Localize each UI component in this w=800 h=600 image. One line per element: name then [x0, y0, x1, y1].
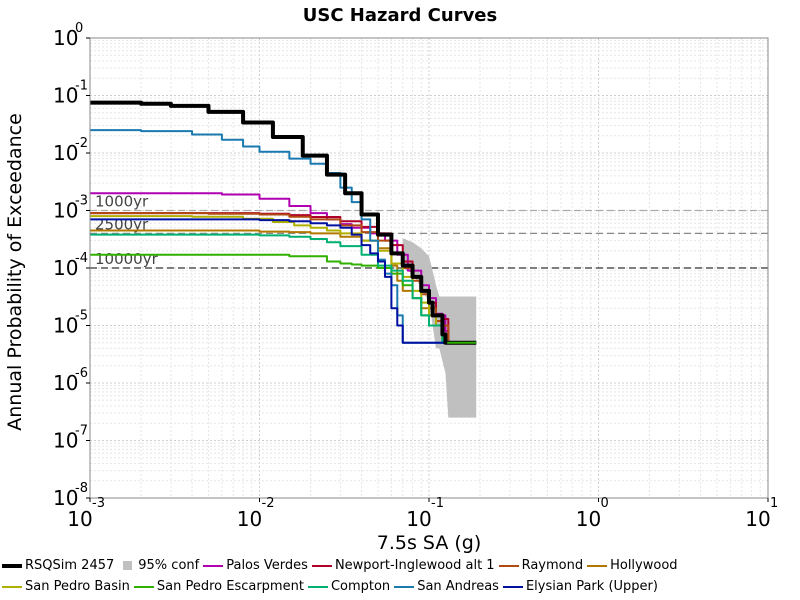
- legend-label: Elysian Park (Upper): [525, 579, 658, 594]
- legend-item: Raymond: [498, 558, 584, 573]
- legend-item: San Pedro Escarpment: [133, 579, 304, 594]
- series-line: [90, 100, 477, 345]
- legend-label: Newport-Inglewood alt 1: [334, 558, 495, 573]
- y-tick-exponent: -1: [75, 79, 88, 94]
- y-tick-label: 10: [53, 486, 78, 510]
- legend-item: Newport-Inglewood alt 1: [311, 558, 495, 573]
- legend-item: Hollywood: [587, 558, 678, 573]
- legend-swatch: [587, 564, 608, 567]
- y-tick-exponent: -2: [75, 136, 88, 151]
- y-tick-exponent: -7: [75, 424, 88, 439]
- y-tick-label: 10: [53, 371, 78, 395]
- legend-swatch: [133, 585, 154, 588]
- reference-label: 1000yr: [95, 193, 149, 211]
- legend-item: 95% conf: [118, 558, 199, 573]
- legend-label: RSQSim 2457: [25, 558, 115, 573]
- y-tick-label: 10: [53, 314, 78, 338]
- series-line: [90, 218, 477, 344]
- y-tick-exponent: -6: [75, 366, 88, 381]
- series-line: [90, 233, 477, 344]
- legend-swatch: [394, 585, 415, 588]
- legend-label: San Andreas: [417, 579, 499, 594]
- y-tick-exponent: -3: [75, 194, 88, 209]
- x-tick-label: 10: [576, 507, 601, 531]
- legend-swatch: [498, 564, 519, 567]
- legend-label: Palos Verdes: [226, 558, 308, 573]
- y-tick-exponent: -4: [75, 251, 88, 266]
- legend-item: San Pedro Basin: [2, 579, 130, 594]
- x-tick-exponent: -1: [431, 496, 444, 511]
- legend-item: Palos Verdes: [203, 558, 308, 573]
- series-lines: [90, 100, 477, 345]
- legend-row: San Pedro Basin San Pedro Escarpment Compt…: [0, 576, 800, 597]
- x-tick-exponent: -3: [92, 496, 105, 511]
- y-tick-exponent: -5: [75, 309, 88, 324]
- legend-label: Compton: [330, 579, 391, 594]
- legend-item: RSQSim 2457: [2, 558, 114, 573]
- x-axis-title: 7.5s SA (g): [377, 532, 482, 554]
- y-tick-label: 10: [53, 256, 78, 280]
- legend-label: Raymond: [521, 558, 584, 573]
- legend-label: Hollywood: [610, 558, 678, 573]
- legend-swatch: [311, 564, 332, 567]
- x-tick-exponent: -2: [262, 496, 275, 511]
- y-tick-exponent: 0: [75, 21, 83, 36]
- legend-label: San Pedro Basin: [25, 579, 130, 594]
- x-tick-label: 10: [406, 507, 431, 531]
- legend-item: Compton: [307, 579, 391, 594]
- y-tick-label: 10: [53, 26, 78, 50]
- y-tick-exponent: -8: [75, 481, 88, 496]
- x-tick-label: 10: [745, 507, 770, 531]
- x-tick-exponent: 0: [601, 496, 609, 511]
- y-tick-label: 10: [53, 141, 78, 165]
- legend-swatch: [502, 585, 523, 588]
- y-tick-label: 10: [53, 84, 78, 108]
- x-tick-exponent: 1: [770, 496, 778, 511]
- legend-swatch: [123, 561, 133, 570]
- legend-swatch: [307, 585, 328, 588]
- legend-swatch: [2, 563, 22, 568]
- y-tick-label: 10: [53, 199, 78, 223]
- y-tick-label: 10: [53, 429, 78, 453]
- legend-swatch: [203, 564, 224, 567]
- legend-item: San Andreas: [394, 579, 499, 594]
- chart-title: USC Hazard Curves: [303, 5, 497, 26]
- legend-label: 95% conf: [138, 558, 200, 573]
- reference-label: 10000yr: [95, 250, 159, 268]
- legend-swatch: [2, 585, 22, 588]
- x-tick-label: 10: [67, 507, 92, 531]
- legend-item: Elysian Park (Upper): [502, 579, 658, 594]
- y-axis-title: Annual Probability of Exceedance: [4, 113, 26, 431]
- x-tick-label: 10: [237, 507, 262, 531]
- legend-label: San Pedro Escarpment: [156, 579, 304, 594]
- legend: RSQSim 2457 95% conf Palos Verdes Newport-I…: [0, 555, 800, 600]
- legend-row: RSQSim 2457 95% conf Palos Verdes Newport-I…: [0, 555, 800, 576]
